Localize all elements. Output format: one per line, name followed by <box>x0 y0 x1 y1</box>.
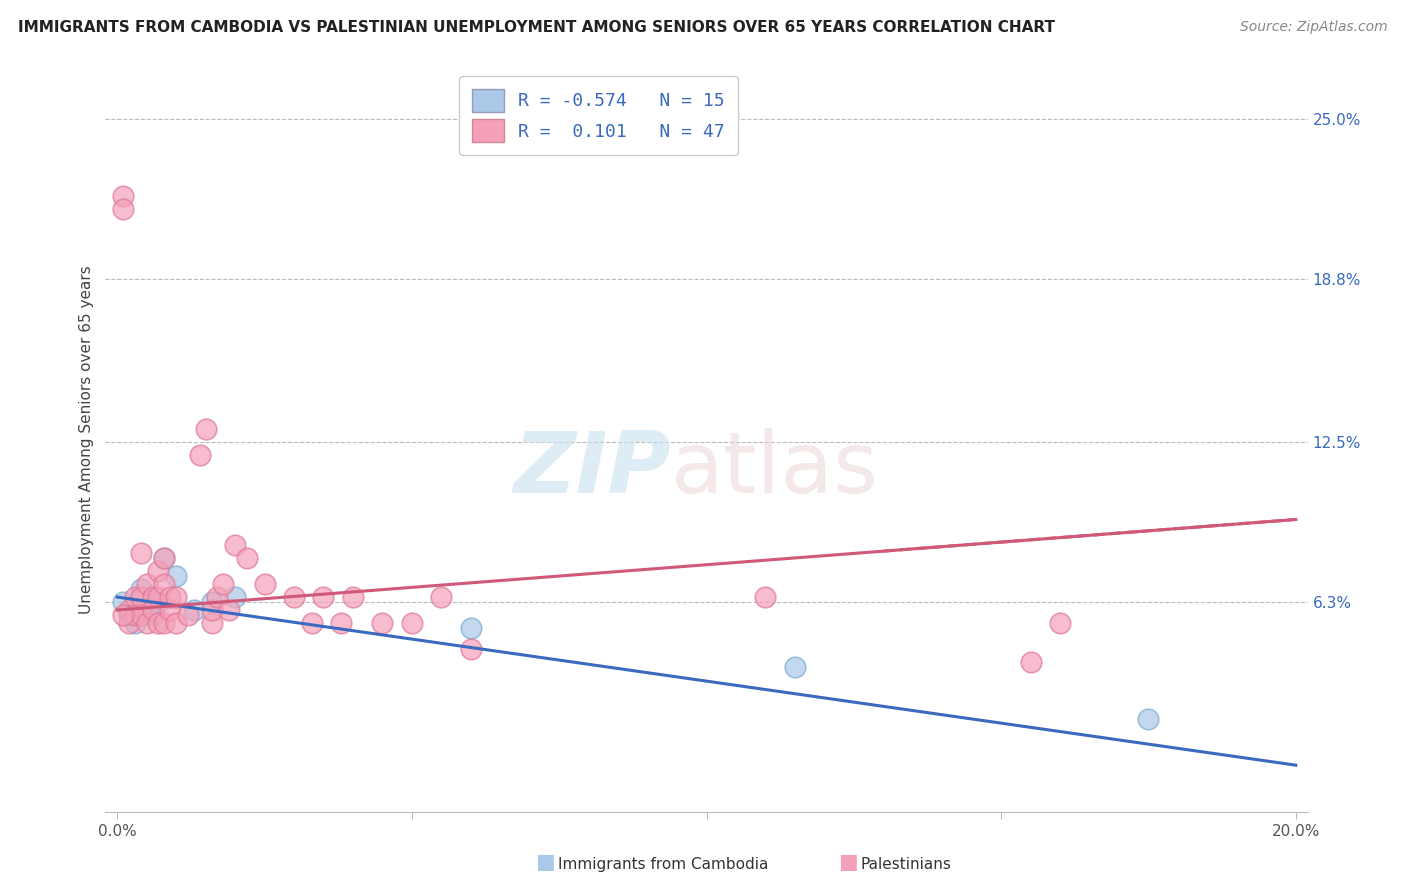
Point <box>135 615 157 630</box>
Point <box>124 590 146 604</box>
Point <box>135 603 157 617</box>
Point <box>212 577 235 591</box>
Point <box>301 615 323 630</box>
Point <box>460 621 482 635</box>
Point <box>159 590 181 604</box>
Point <box>218 603 240 617</box>
Point <box>148 590 170 604</box>
Point <box>129 582 152 597</box>
Point <box>371 615 394 630</box>
Point <box>430 590 453 604</box>
Point <box>224 538 246 552</box>
Point <box>200 595 222 609</box>
Point <box>200 615 222 630</box>
Text: ZIP: ZIP <box>513 427 671 510</box>
Point <box>142 603 165 617</box>
Text: ■: ■ <box>838 853 858 872</box>
Point <box>135 577 157 591</box>
Point <box>148 595 170 609</box>
Point <box>312 590 335 604</box>
Point <box>124 615 146 630</box>
Text: Palestinians: Palestinians <box>860 857 952 872</box>
Point <box>148 564 170 578</box>
Point <box>207 590 229 604</box>
Point <box>783 660 806 674</box>
Point <box>165 569 187 583</box>
Text: Source: ZipAtlas.com: Source: ZipAtlas.com <box>1240 20 1388 34</box>
Y-axis label: Unemployment Among Seniors over 65 years: Unemployment Among Seniors over 65 years <box>79 265 94 614</box>
Point <box>165 590 187 604</box>
Text: Immigrants from Cambodia: Immigrants from Cambodia <box>558 857 769 872</box>
Point <box>224 590 246 604</box>
Point <box>142 608 165 623</box>
Point <box>754 590 776 604</box>
Point <box>112 202 135 216</box>
Point <box>112 608 135 623</box>
Point <box>118 608 141 623</box>
Point <box>129 608 152 623</box>
Point <box>177 608 200 623</box>
Point <box>283 590 305 604</box>
Point <box>194 422 217 436</box>
Legend: R = -0.574   N = 15, R =  0.101   N = 47: R = -0.574 N = 15, R = 0.101 N = 47 <box>458 76 738 155</box>
Point <box>188 448 211 462</box>
Point <box>129 590 152 604</box>
Text: atlas: atlas <box>671 427 879 510</box>
Point <box>153 615 176 630</box>
Point <box>330 615 353 630</box>
Point <box>142 590 165 604</box>
Point <box>112 189 135 203</box>
Point <box>253 577 276 591</box>
Point <box>153 551 176 566</box>
Point <box>153 551 176 566</box>
Point <box>118 603 141 617</box>
Text: IMMIGRANTS FROM CAMBODIA VS PALESTINIAN UNEMPLOYMENT AMONG SENIORS OVER 65 YEARS: IMMIGRANTS FROM CAMBODIA VS PALESTINIAN … <box>18 20 1056 35</box>
Point <box>1137 712 1160 726</box>
Point <box>148 615 170 630</box>
Point <box>401 615 423 630</box>
Point <box>153 577 176 591</box>
Point <box>129 546 152 560</box>
Point <box>1049 615 1071 630</box>
Point <box>165 615 187 630</box>
Point <box>124 608 146 623</box>
Point <box>159 603 181 617</box>
Point <box>236 551 259 566</box>
Point <box>183 603 205 617</box>
Point <box>118 615 141 630</box>
Point <box>460 641 482 656</box>
Point <box>112 595 135 609</box>
Point <box>342 590 364 604</box>
Point <box>1019 655 1042 669</box>
Point <box>200 603 222 617</box>
Text: ■: ■ <box>536 853 555 872</box>
